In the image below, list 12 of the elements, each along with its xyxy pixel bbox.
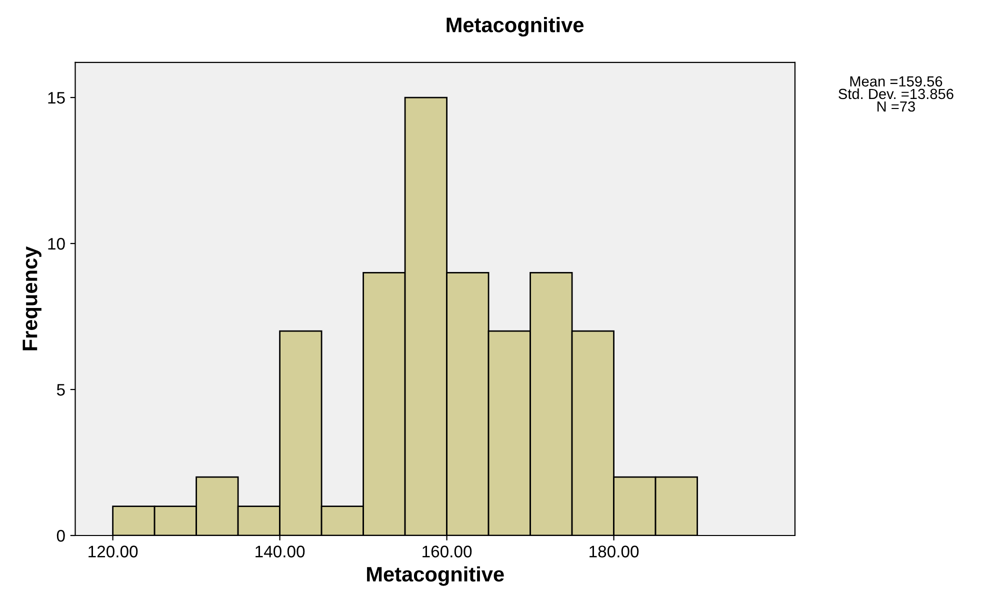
x-tick-label: 160.00 <box>422 546 472 558</box>
y-tick-label: 10 <box>48 238 65 250</box>
y-tick-label: 0 <box>56 530 65 542</box>
y-axis-title: Frequency <box>22 246 42 350</box>
x-axis-title: Metacognitive <box>367 566 504 586</box>
x-tick-label: 180.00 <box>590 546 639 558</box>
y-tick-label: 15 <box>48 92 65 104</box>
y-tick-label: 5 <box>56 384 65 396</box>
x-tick-label: 120.00 <box>88 546 138 558</box>
x-tick-label: 140.00 <box>256 546 305 558</box>
chart-title: Metacognitive <box>446 17 584 37</box>
text: Mean =159.56 Std. Dev. =13.856 N =73 <box>838 76 954 112</box>
